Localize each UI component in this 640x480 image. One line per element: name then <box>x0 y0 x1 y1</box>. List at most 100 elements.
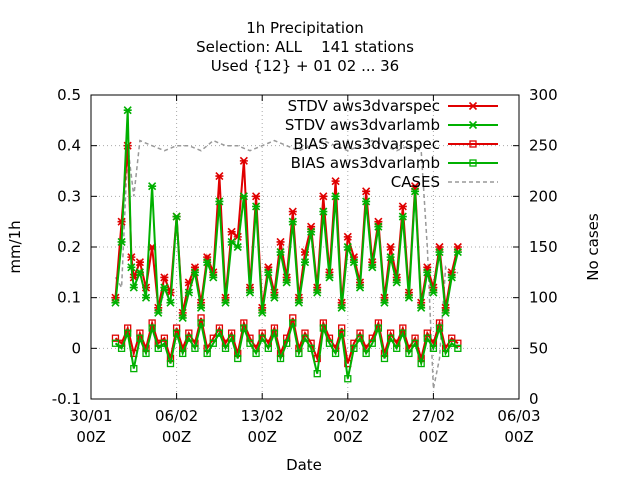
data-point <box>221 298 230 307</box>
data-point <box>356 334 364 342</box>
data-point <box>154 344 162 352</box>
legend-label: CASES <box>391 173 440 191</box>
data-point <box>148 324 156 332</box>
data-point <box>160 339 169 347</box>
y-tick-label-right: 200 <box>529 187 558 205</box>
data-point <box>276 354 285 363</box>
data-point <box>233 242 242 252</box>
data-point <box>356 329 364 337</box>
data-point <box>172 212 181 221</box>
data-point <box>429 344 438 352</box>
cases-series <box>114 139 459 390</box>
data-point <box>172 324 181 332</box>
data-point <box>154 308 163 317</box>
data-point <box>398 202 407 211</box>
data-point <box>179 349 187 358</box>
data-point <box>185 334 193 342</box>
data-point <box>191 344 199 352</box>
data-point <box>172 329 181 337</box>
legend-marker <box>469 140 477 148</box>
data-point <box>344 375 352 383</box>
data-point <box>410 187 420 196</box>
data-point <box>386 242 395 252</box>
data-point <box>166 298 175 307</box>
data-point <box>423 268 432 277</box>
data-point <box>300 258 310 267</box>
data-point <box>404 293 414 302</box>
data-point <box>289 314 297 322</box>
data-point <box>270 293 279 302</box>
data-point <box>239 156 248 165</box>
data-point <box>190 268 200 277</box>
y-tick-label-left: 0.1 <box>57 289 81 307</box>
title-line-3: Used {12} + 01 02 ... 36 <box>211 57 399 75</box>
axes: -0.1 0 0.1 0.2 0.3 0.4 0.5 0 50 100 150 200 250 300 30… <box>52 86 558 446</box>
legend-label: STDV aws3dvarlamb <box>285 116 440 134</box>
data-point <box>203 258 212 267</box>
data-point <box>227 329 236 337</box>
series-line <box>114 110 459 319</box>
data-point <box>141 293 151 302</box>
legend-marker <box>468 120 478 130</box>
x-tick-label-date: 20/02 <box>326 407 369 425</box>
data-point <box>392 278 401 287</box>
data-point <box>393 344 401 352</box>
data-point <box>270 329 279 337</box>
legend-marker <box>469 159 477 167</box>
x-tick-label-date: 06/03 <box>497 407 540 425</box>
data-point <box>129 283 138 292</box>
data-point <box>209 339 217 347</box>
data-point <box>313 370 321 378</box>
series-3 <box>111 319 462 383</box>
data-point <box>203 349 211 358</box>
y-tick-label-left: -0.1 <box>52 390 81 408</box>
data-point <box>349 258 358 267</box>
data-point <box>252 202 261 211</box>
data-point <box>276 237 285 246</box>
data-point <box>258 334 266 342</box>
series-4 <box>114 139 459 390</box>
y-tick-label-right: 150 <box>529 238 558 256</box>
x-axis-label: Date <box>286 456 322 474</box>
y-tick-label-right: 0 <box>529 390 539 408</box>
data-point <box>111 298 120 307</box>
data-point <box>435 248 444 257</box>
data-point <box>196 303 206 312</box>
data-point <box>417 359 425 368</box>
data-point <box>160 334 169 342</box>
data-point <box>380 354 389 363</box>
data-point <box>325 339 334 347</box>
data-point <box>338 329 346 337</box>
data-point <box>221 344 230 352</box>
data-point <box>429 288 438 297</box>
data-point <box>246 339 254 347</box>
data-point <box>355 283 365 292</box>
data-point <box>294 298 303 307</box>
data-point <box>282 278 291 287</box>
x-tick-label-hour: 00Z <box>333 428 362 446</box>
legend-label: STDV aws3dvarspec <box>288 97 440 115</box>
x-tick-label-hour: 00Z <box>248 428 277 446</box>
y-axis-label-right: No cases <box>584 213 602 281</box>
data-point <box>331 177 340 186</box>
data-point <box>313 288 322 297</box>
data-point <box>135 268 144 277</box>
data-point <box>423 329 431 337</box>
data-point <box>283 339 291 347</box>
data-point <box>441 349 450 358</box>
y-tick-label-left: 0.5 <box>57 86 81 104</box>
data-point <box>453 248 462 257</box>
series-line <box>114 139 459 390</box>
data-point <box>295 349 303 358</box>
data-point <box>215 197 224 206</box>
data-point <box>227 334 236 342</box>
x-tick-label-hour: 00Z <box>162 428 191 446</box>
data-point <box>386 329 395 337</box>
legend-marker <box>468 101 478 111</box>
data-point <box>386 253 395 262</box>
data-point <box>215 172 224 181</box>
data-point <box>343 232 352 241</box>
data-point <box>264 344 272 352</box>
data-point <box>380 298 389 307</box>
